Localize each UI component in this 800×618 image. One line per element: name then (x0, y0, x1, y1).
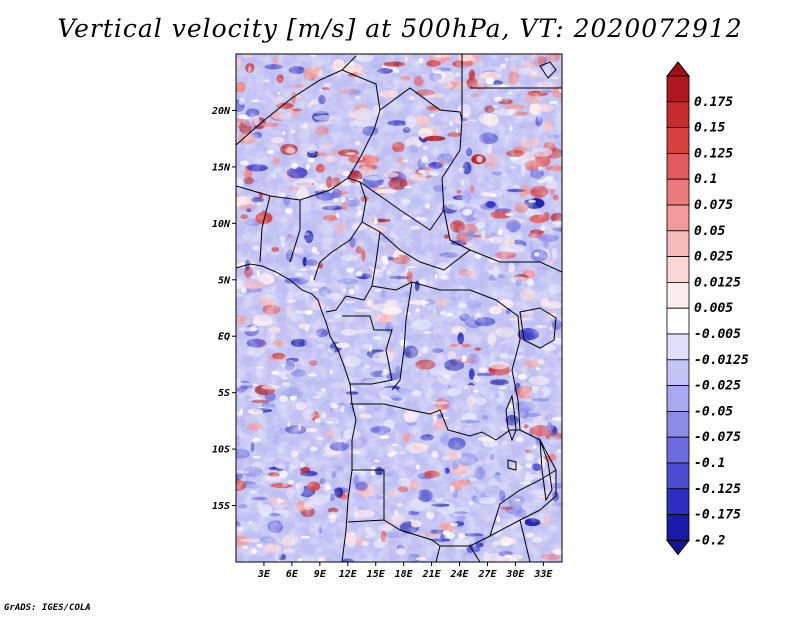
colorbar-swatch (666, 385, 690, 412)
lat-tick-label: 10S (212, 445, 230, 456)
lat-tick-label: 10N (212, 219, 231, 230)
colorbar-label: -0.1 (694, 456, 725, 471)
colorbar-swatch (666, 436, 690, 464)
colorbar-label: -0.2 (694, 533, 725, 548)
border-line (489, 469, 557, 537)
colorbar-label: -0.175 (694, 508, 741, 523)
field-texture (236, 54, 562, 562)
colorbar-label: 0.175 (694, 95, 733, 110)
border-line (350, 403, 520, 441)
latitude-axis: 20N 15N 10N 5N EQ 5S 10S 15S (211, 106, 236, 512)
colorbar-swatch (666, 359, 690, 386)
lake (539, 439, 553, 502)
map-title: Vertical velocity [m/s] at 500hPa, VT: 2… (57, 14, 743, 43)
lon-tick-label: 33E (533, 569, 553, 580)
lat-tick-label: 15S (212, 501, 230, 512)
lon-tick-label: 18E (395, 569, 414, 580)
lon-tick-label: 6E (286, 569, 299, 580)
lat-tick-label: 20N (211, 106, 231, 117)
colorbar-swatch (666, 488, 690, 515)
longitude-axis: 3E 6E 9E 12E 15E 18E 21E 24E 27E 30E 33E (257, 562, 553, 580)
colorbar-swatch (666, 204, 690, 232)
colorbar-swatch (666, 152, 690, 180)
map-frame (235, 53, 563, 563)
colorbar-swatch (666, 333, 690, 361)
border-line (435, 519, 531, 562)
border-line (341, 55, 562, 273)
lake (507, 459, 517, 471)
colorbar-label: 0.15 (694, 121, 725, 136)
border-line (361, 221, 471, 271)
colorbar-label: -0.125 (694, 482, 741, 497)
colorbar-top-arrow (665, 61, 691, 77)
colorbar-label: -0.05 (694, 404, 733, 419)
colorbar-bottom-arrow (665, 539, 691, 556)
colorbar-label: -0.075 (694, 430, 741, 445)
lon-tick-label: 30E (505, 569, 525, 580)
lon-tick-label: 24E (450, 569, 470, 580)
lon-tick-label: 21E (422, 569, 442, 580)
lon-tick-label: 15E (367, 569, 386, 580)
colorbar-swatch (666, 230, 690, 258)
velocity-field (236, 54, 562, 562)
border-line (259, 195, 301, 263)
lat-tick-label: 5S (218, 388, 230, 399)
colorbar-swatch (666, 281, 690, 309)
lon-tick-label: 27E (477, 569, 497, 580)
colorbar-label: 0.005 (694, 301, 733, 316)
border-line (342, 315, 393, 385)
lat-tick-label: EQ (218, 332, 230, 343)
colorbar-label: 0.125 (694, 146, 733, 161)
lake (505, 394, 517, 442)
colorbar-swatch (666, 256, 690, 283)
border-line (347, 469, 541, 547)
colorbar-swatch (666, 307, 690, 335)
colorbar-swatch (666, 101, 690, 129)
lake (539, 61, 557, 79)
colorbar-swatch (666, 462, 690, 490)
lat-tick-label: 5N (218, 275, 231, 286)
border-line (236, 69, 381, 281)
lon-tick-label: 12E (339, 569, 358, 580)
border-line (391, 281, 413, 391)
colorbar: 0.175 0.15 0.125 0.1 0.075 0.05 0.025 0.0125 0.0… (665, 61, 749, 556)
country-borders (236, 54, 562, 562)
colorbar-label: -0.0125 (694, 353, 749, 368)
colorbar-swatch (666, 127, 690, 154)
border-line (325, 231, 381, 313)
lat-tick-label: 15N (212, 162, 231, 173)
colorbar-label: 0.0125 (694, 275, 741, 290)
colorbar-label: 0.025 (694, 250, 733, 265)
colorbar-swatch (666, 410, 690, 438)
border-line (461, 54, 562, 120)
footer-credit: GrADS: IGES/COLA (4, 603, 91, 613)
lon-tick-label: 3E (257, 569, 271, 580)
colorbar-label: -0.025 (694, 379, 741, 394)
colorbar-label: -0.005 (694, 327, 741, 342)
colorbar-label: 0.075 (694, 198, 733, 213)
border-line (236, 177, 349, 201)
colorbar-swatch (666, 514, 690, 541)
colorbar-label: 0.1 (694, 172, 717, 187)
lake (519, 307, 557, 349)
border-line (371, 281, 557, 511)
colorbar-swatch (666, 178, 690, 206)
colorbar-label: 0.05 (694, 224, 725, 239)
coastline (236, 263, 357, 562)
border-line (359, 181, 445, 231)
colorbar-swatch (666, 75, 690, 103)
lon-tick-label: 9E (314, 569, 327, 580)
